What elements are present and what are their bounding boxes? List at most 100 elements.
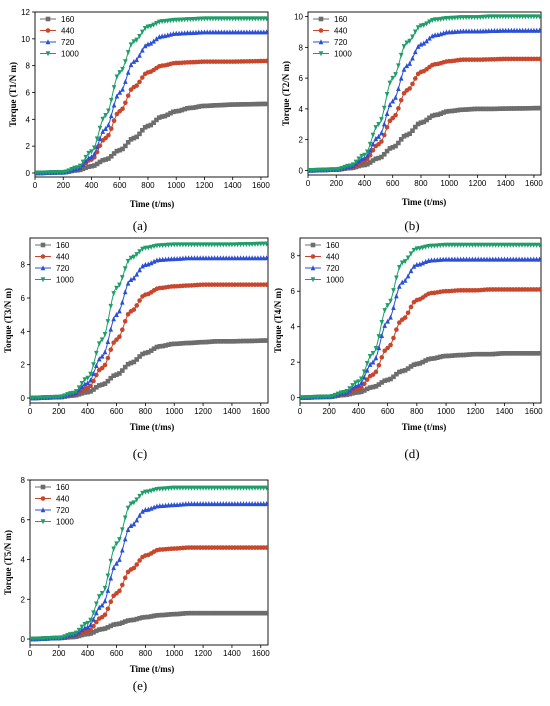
panel-label: (c) (133, 446, 147, 461)
series-point-1000 (483, 14, 489, 20)
series-point-1000 (94, 136, 100, 142)
series-point-440 (140, 75, 145, 80)
series-point-1000 (114, 285, 119, 291)
series-point-1000 (45, 395, 50, 401)
series-point-720 (235, 501, 241, 507)
series-point-160 (477, 106, 483, 112)
series-point-1000 (370, 351, 376, 357)
y-tick-label: 4 (21, 556, 26, 565)
series-point-1000 (300, 395, 306, 401)
series-point-1000 (59, 635, 65, 641)
series-point-1000 (420, 245, 425, 251)
series-line-440 (35, 60, 267, 174)
series-point-160 (160, 343, 166, 349)
series-point-160 (174, 611, 180, 617)
series-point-440 (120, 106, 125, 112)
series-point-720 (505, 256, 510, 262)
series-point-160 (475, 351, 481, 357)
series-point-440 (99, 365, 105, 371)
series-point-1000 (106, 108, 111, 114)
series-point-720 (246, 255, 252, 261)
series-line-160 (30, 340, 267, 399)
series-point-1000 (193, 16, 199, 22)
series-point-440 (123, 100, 128, 106)
plot-frame (29, 479, 269, 646)
series-point-720 (99, 602, 105, 608)
series-point-440 (108, 347, 114, 352)
series-point-1000 (156, 19, 162, 25)
series-point-1000 (56, 394, 62, 400)
series-point-160 (522, 351, 528, 356)
series-point-1000 (128, 501, 134, 507)
series-point-160 (97, 159, 103, 165)
series-point-720 (111, 102, 117, 108)
series-point-160 (241, 338, 246, 344)
series-point-1000 (467, 242, 472, 248)
series-point-1000 (446, 242, 452, 248)
series-point-720 (361, 374, 367, 380)
series-point-160 (496, 351, 501, 356)
series-point-160 (216, 102, 221, 108)
series-point-1000 (336, 166, 342, 173)
series-point-160 (192, 340, 197, 346)
series-point-440 (413, 76, 418, 81)
series-point-720 (452, 256, 458, 262)
series-point-1000 (91, 610, 96, 616)
y-tick-label: 0 (291, 394, 296, 403)
series-point-160 (356, 163, 362, 169)
series-point-720 (252, 501, 258, 507)
series-point-160 (230, 102, 235, 107)
series-point-720 (88, 622, 93, 628)
y-tick-label: 0 (21, 635, 26, 644)
series-point-160 (233, 102, 238, 107)
series-point-720 (490, 256, 496, 262)
series-point-160 (197, 339, 203, 345)
series-point-1000 (261, 241, 266, 247)
series-point-1000 (421, 22, 427, 28)
series-point-1000 (418, 23, 424, 29)
series-point-1000 (145, 24, 151, 30)
series-point-160 (235, 338, 241, 344)
series-point-1000 (252, 241, 258, 247)
series-point-1000 (169, 242, 174, 248)
series-point-720 (249, 255, 255, 261)
series-point-720 (223, 255, 229, 261)
x-tick-label: 200 (330, 179, 344, 188)
series-point-160 (91, 630, 96, 635)
series-point-160 (472, 106, 477, 112)
series-point-1000 (440, 242, 446, 248)
series-point-160 (388, 376, 393, 382)
series-point-720 (151, 38, 156, 44)
series-point-720 (108, 326, 114, 332)
series-point-160 (197, 610, 203, 616)
series-point-160 (128, 360, 134, 366)
series-point-720 (206, 501, 212, 507)
series-point-720 (238, 255, 243, 261)
series-point-1000 (39, 395, 44, 401)
series-point-1000 (477, 15, 483, 21)
series-point-720 (131, 58, 137, 64)
series-point-440 (388, 342, 393, 348)
series-point-1000 (490, 242, 496, 248)
series-point-1000 (47, 635, 53, 642)
chart-panel-d: 0 200 400 600 800 1000 1200 1400 1600 0 2 4 6 8 Time (… (273, 237, 543, 461)
series-point-1000 (499, 242, 504, 248)
series-point-1000 (96, 341, 102, 347)
series-point-1000 (183, 242, 189, 248)
series-point-160 (427, 115, 432, 121)
panel-label: (e) (133, 678, 147, 693)
series-point-720 (264, 501, 268, 507)
series-point-160 (103, 157, 108, 162)
series-line-440 (308, 58, 540, 171)
series-point-1000 (186, 242, 191, 248)
series-point-440 (134, 83, 139, 88)
x-tick-label: 1200 (194, 649, 212, 658)
series-point-720 (79, 384, 85, 390)
series-point-1000 (424, 21, 429, 27)
series-point-440 (397, 320, 402, 325)
series-point-440 (108, 599, 114, 605)
series-point-1000 (264, 485, 268, 491)
series-point-1000 (218, 242, 223, 248)
series-point-160 (206, 610, 212, 616)
series-point-720 (443, 256, 449, 262)
